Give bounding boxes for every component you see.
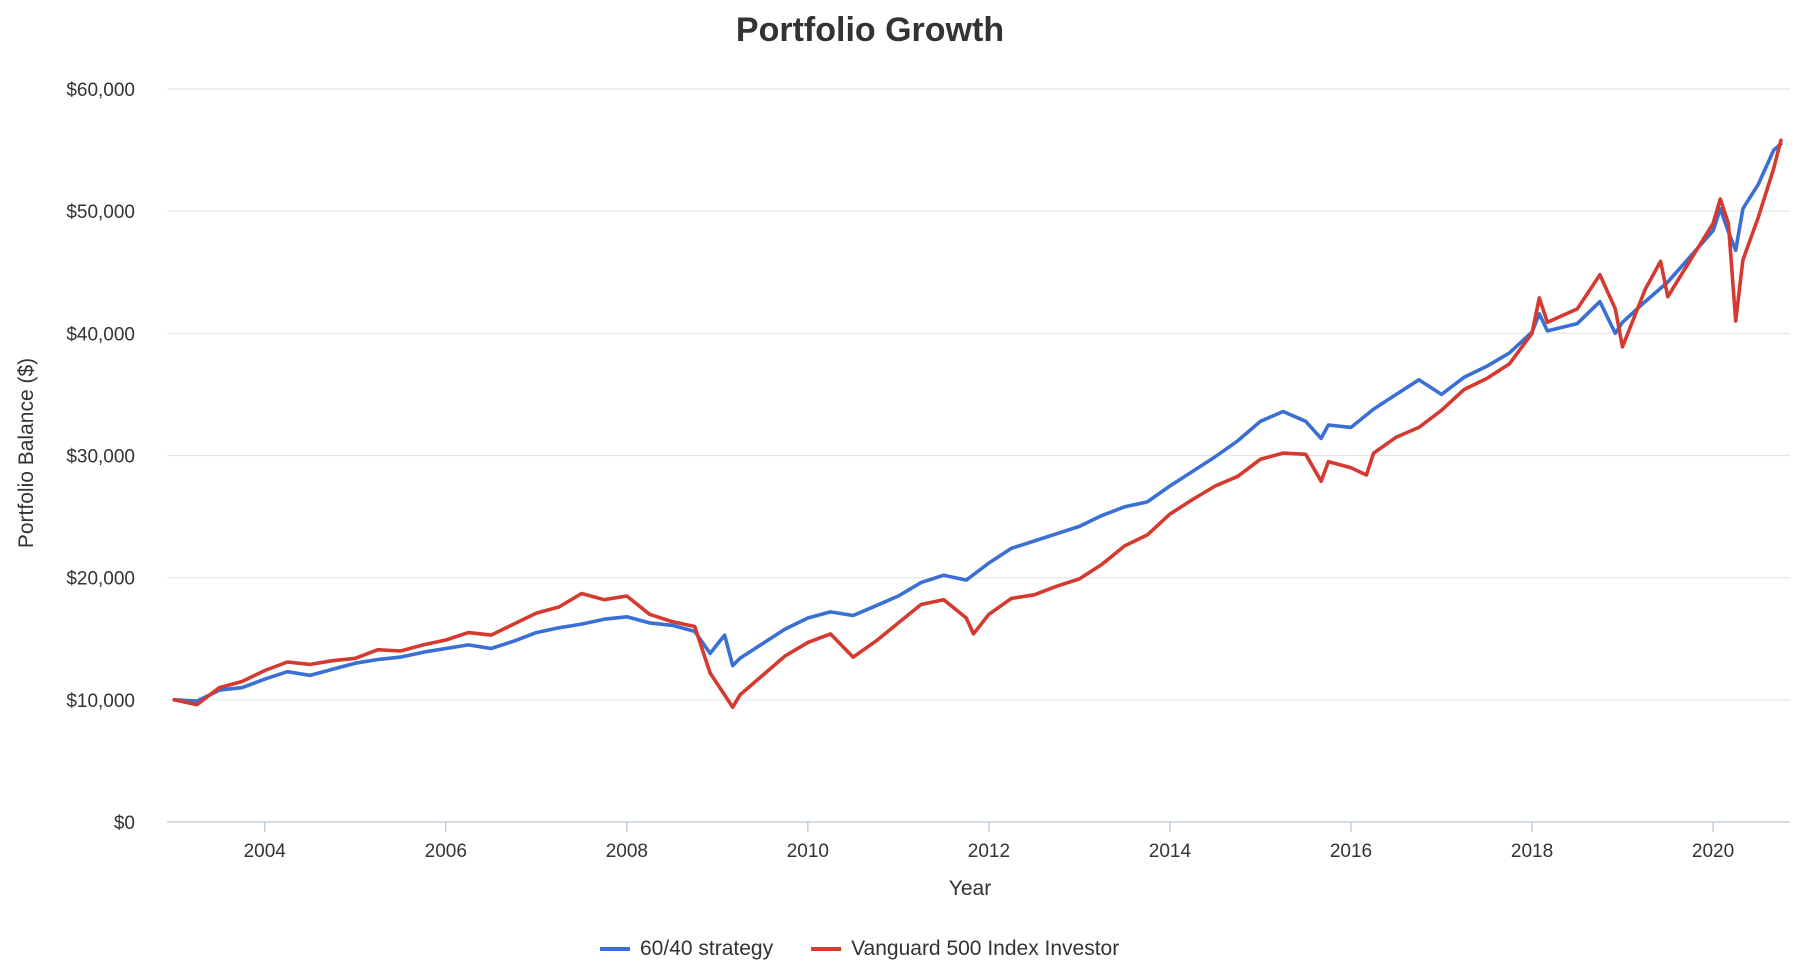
x-tick-label: 2008 xyxy=(606,841,648,862)
y-tick-label: $60,000 xyxy=(66,80,135,101)
x-tick-label: 2010 xyxy=(787,841,829,862)
gridlines xyxy=(167,88,1790,701)
y-tick-label: $40,000 xyxy=(66,324,135,345)
y-tick-label: $0 xyxy=(114,813,135,834)
x-tick-label: 2004 xyxy=(244,841,287,862)
legend-label: 60/40 strategy xyxy=(640,937,774,960)
x-tick-label: 2020 xyxy=(1692,841,1734,862)
y-axis-label: Portfolio Balance ($) xyxy=(15,358,38,548)
x-tick-label: 2012 xyxy=(968,841,1010,862)
y-tick-label: $30,000 xyxy=(66,447,135,468)
series-lines xyxy=(172,138,1783,709)
x-tick-label: 2018 xyxy=(1511,841,1553,862)
y-axis-ticks: $0 $10,000 $20,000 $30,000 $40,000 $50,000 $60… xyxy=(66,80,135,834)
legend: 60/40 strategy Vanguard 500 Index Investo… xyxy=(600,937,1119,960)
x-tick-label: 2006 xyxy=(425,841,467,862)
y-tick-label: $10,000 xyxy=(66,691,135,712)
x-axis-label: Year xyxy=(949,877,991,900)
x-tick-label: 2016 xyxy=(1330,841,1372,862)
legend-item-2[interactable]: Vanguard 500 Index Investor xyxy=(811,937,1119,960)
x-axis-ticks: 2004 2006 2008 2010 2012 2014 2016 2018 2020 xyxy=(244,822,1734,862)
x-tick-label: 2014 xyxy=(1149,841,1192,862)
series-line-1 xyxy=(172,142,1783,703)
chart-title: Portfolio Growth xyxy=(736,11,1004,49)
legend-label: Vanguard 500 Index Investor xyxy=(851,937,1119,960)
y-tick-label: $50,000 xyxy=(66,202,135,223)
series-line-2 xyxy=(172,138,1783,709)
y-tick-label: $20,000 xyxy=(66,569,135,590)
legend-item-1[interactable]: 60/40 strategy xyxy=(600,937,774,960)
